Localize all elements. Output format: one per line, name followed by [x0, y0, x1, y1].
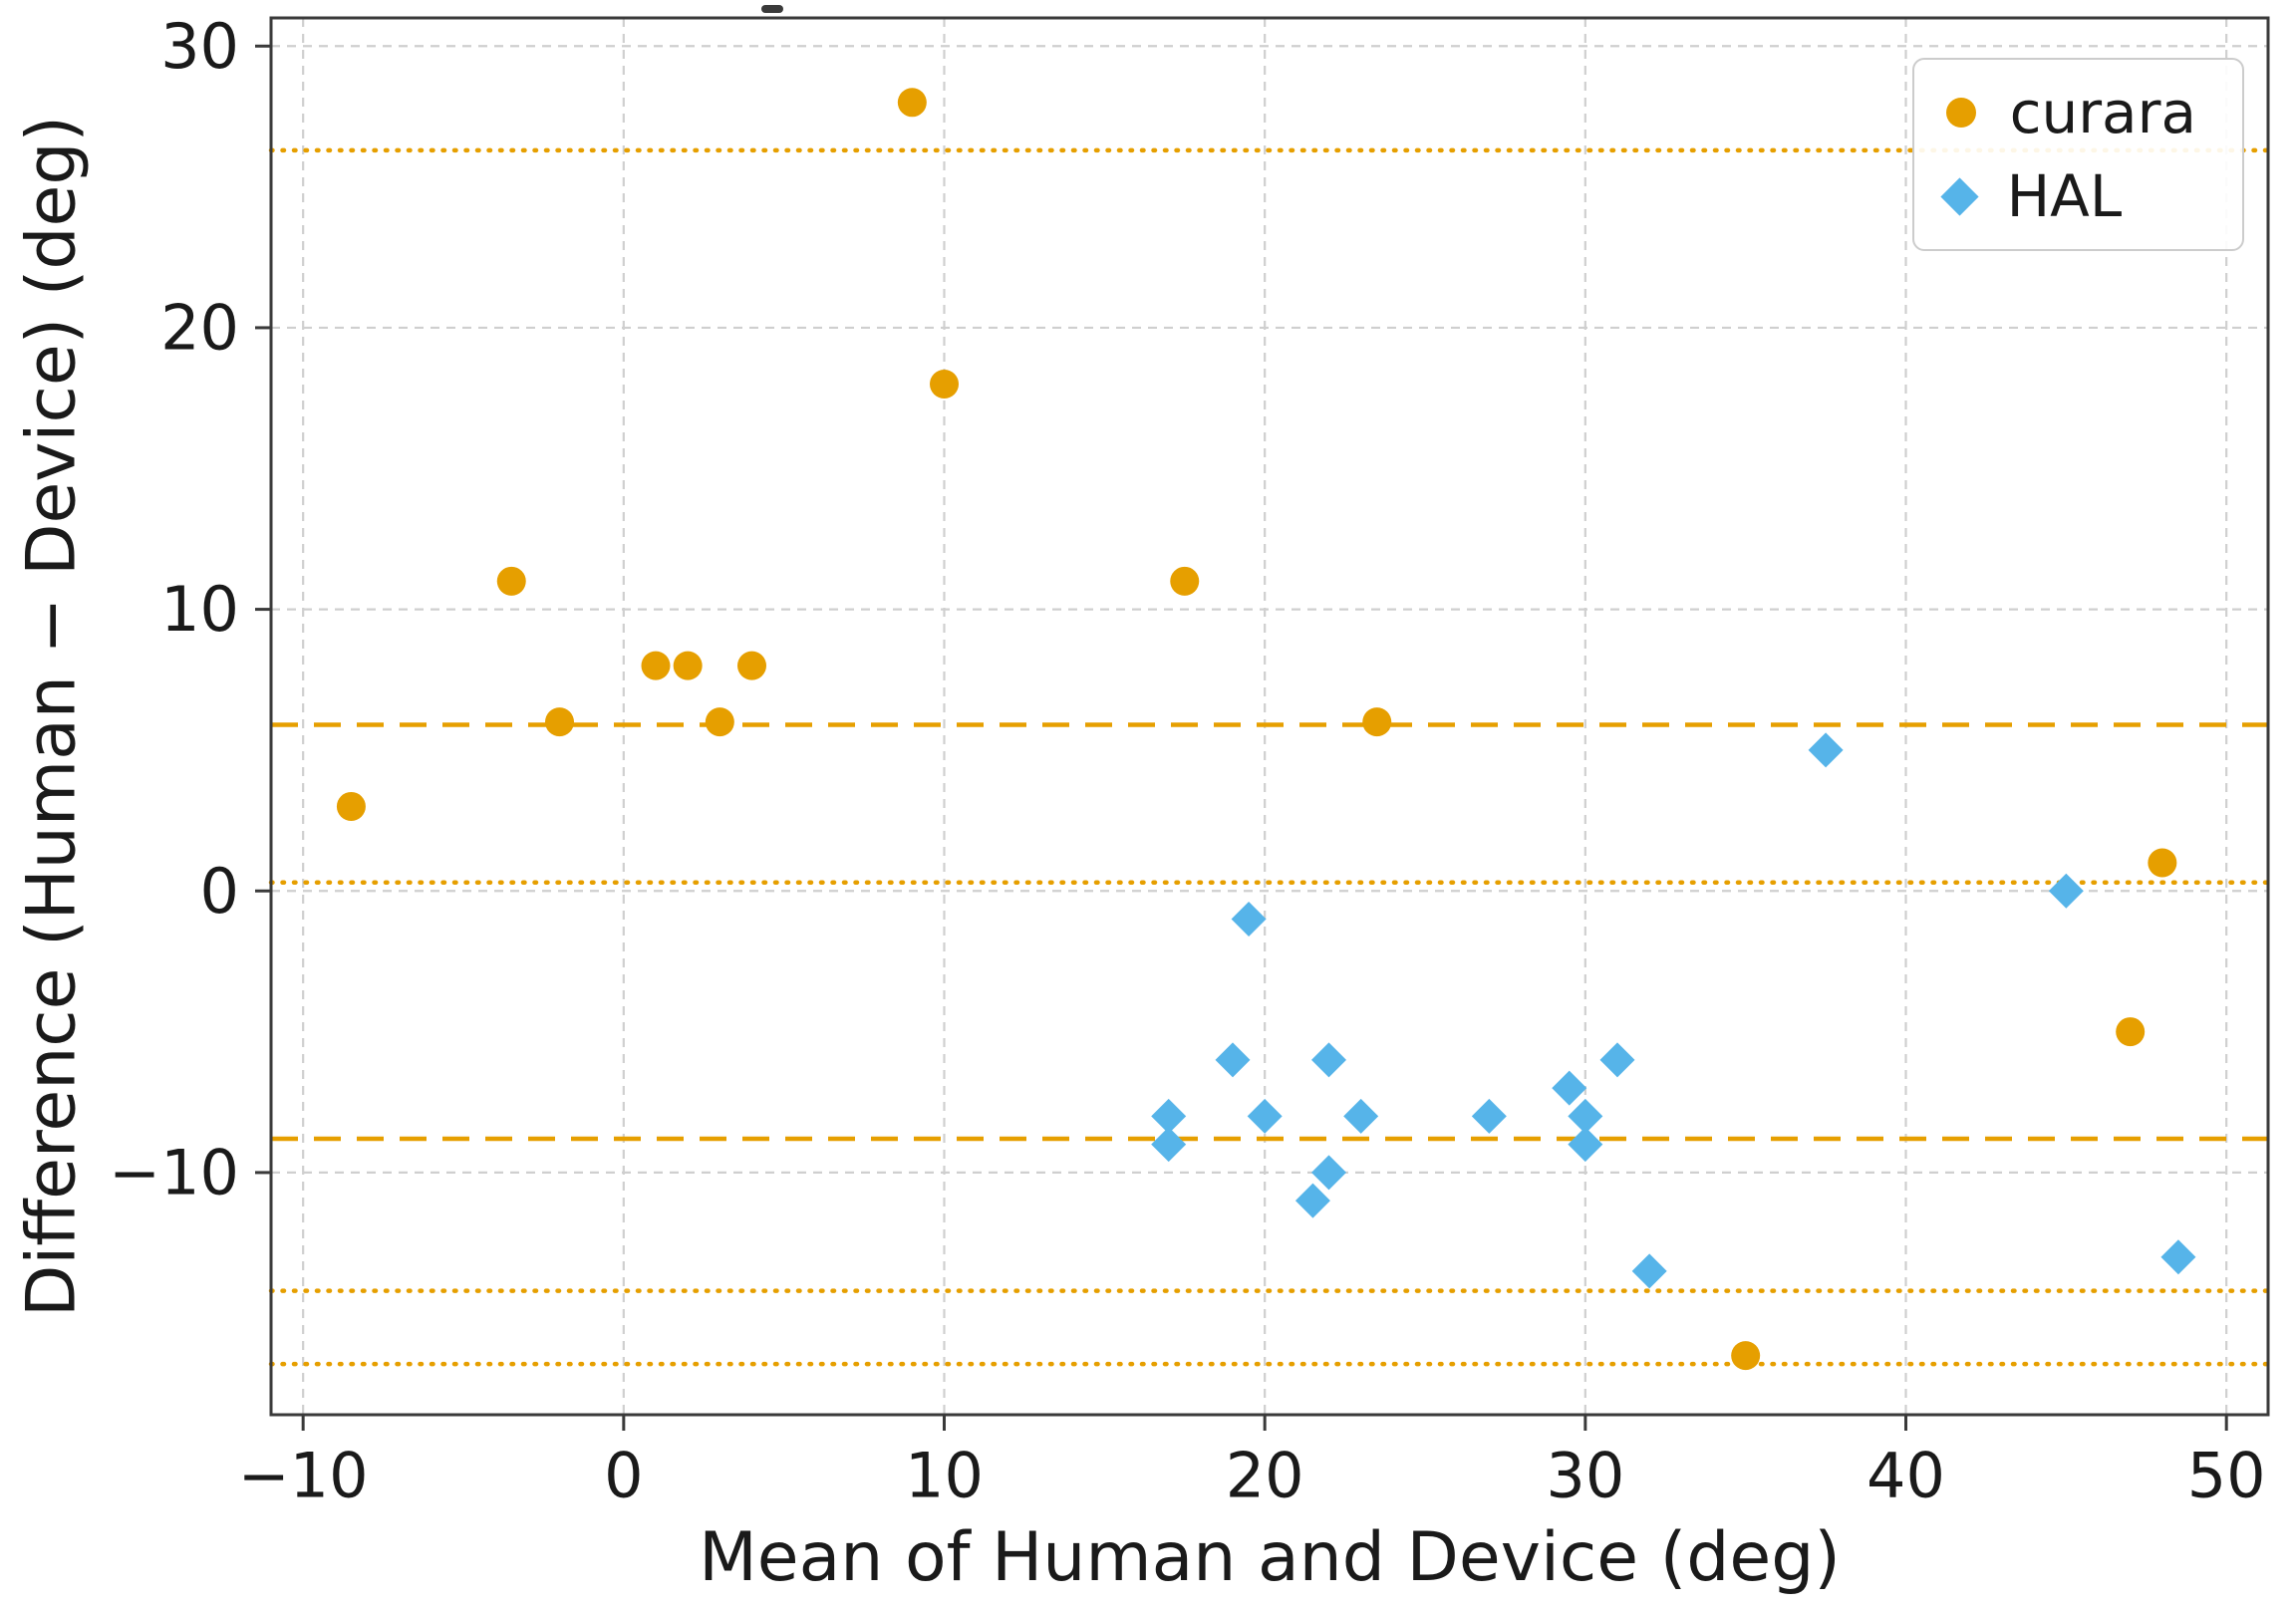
data-point-HAL — [1552, 1070, 1587, 1106]
data-point-curara — [1362, 707, 1392, 737]
data-point-curara — [1731, 1341, 1761, 1371]
data-point-HAL — [1568, 1098, 1603, 1134]
data-point-HAL — [1247, 1098, 1283, 1134]
y-tick-label: 20 — [160, 291, 239, 364]
legend-item-hal: HAL — [1939, 162, 2196, 230]
data-point-curara — [1170, 566, 1200, 596]
x-tick-label: 0 — [604, 1439, 643, 1511]
y-axis-label: Difference (Human − Device) (deg) — [12, 115, 92, 1318]
data-point-HAL — [1343, 1098, 1379, 1134]
data-point-curara — [336, 791, 366, 821]
data-point-HAL — [2160, 1239, 2196, 1275]
data-point-curara — [545, 707, 575, 737]
y-tick-label: 0 — [200, 855, 239, 928]
legend-label-hal: HAL — [2006, 162, 2123, 230]
data-point-curara — [737, 651, 767, 680]
data-point-curara — [930, 369, 960, 399]
data-point-HAL — [1294, 1183, 1330, 1218]
x-axis-label: Mean of Human and Device (deg) — [699, 1518, 1841, 1597]
data-point-HAL — [1631, 1253, 1667, 1289]
legend: curara HAL — [1911, 58, 2244, 251]
y-tick-label: 30 — [160, 10, 239, 83]
data-point-curara — [705, 707, 734, 737]
data-point-HAL — [1311, 1042, 1347, 1078]
data-point-HAL — [1599, 1042, 1635, 1078]
data-point-HAL — [2048, 873, 2084, 909]
data-point-HAL — [1231, 902, 1267, 938]
legend-item-curara: curara — [1945, 79, 2196, 146]
cropped-title-mark — [761, 5, 783, 13]
data-point-curara — [897, 88, 927, 118]
hal-diamond-marker-icon — [1939, 176, 1979, 216]
legend-label-curara: curara — [2009, 79, 2196, 146]
x-tick-label: 50 — [2187, 1439, 2266, 1511]
data-point-HAL — [1568, 1127, 1603, 1163]
x-tick-label: 20 — [1226, 1439, 1304, 1511]
data-point-curara — [2116, 1017, 2146, 1047]
data-point-HAL — [1151, 1127, 1187, 1163]
x-tick-label: 30 — [1546, 1439, 1624, 1511]
data-point-HAL — [1471, 1098, 1507, 1134]
data-point-HAL — [1215, 1042, 1251, 1078]
data-point-curara — [2148, 848, 2177, 878]
x-tick-label: 40 — [1866, 1439, 1945, 1511]
data-point-curara — [641, 651, 671, 680]
y-tick-label: 10 — [160, 573, 239, 646]
data-point-HAL — [1808, 732, 1844, 768]
x-tick-label: −10 — [238, 1439, 369, 1511]
data-point-curara — [496, 566, 526, 596]
y-tick-label: −10 — [109, 1136, 239, 1208]
data-point-HAL — [1311, 1155, 1347, 1191]
data-point-curara — [673, 651, 703, 680]
data-point-HAL — [1151, 1098, 1187, 1134]
x-tick-label: 10 — [905, 1439, 984, 1511]
plot-border — [269, 16, 2270, 1417]
curara-circle-marker-icon — [1945, 98, 1976, 128]
